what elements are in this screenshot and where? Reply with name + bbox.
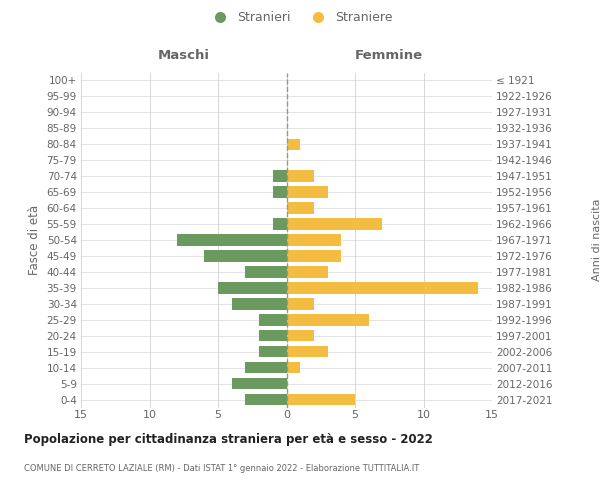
Bar — [287, 202, 314, 214]
Text: Maschi: Maschi — [158, 50, 210, 62]
Bar — [218, 282, 287, 294]
Bar — [273, 170, 287, 182]
Bar — [287, 346, 328, 358]
Bar — [287, 234, 341, 246]
Bar — [232, 378, 287, 390]
Bar — [287, 330, 314, 342]
Bar — [245, 266, 287, 278]
Bar — [259, 330, 287, 342]
Bar — [287, 218, 382, 230]
Text: Femmine: Femmine — [355, 50, 424, 62]
Bar — [287, 298, 314, 310]
Bar — [287, 394, 355, 406]
Bar — [287, 186, 328, 198]
Y-axis label: Fasce di età: Fasce di età — [28, 205, 41, 275]
Bar — [287, 314, 369, 326]
Bar — [287, 266, 328, 278]
Bar — [205, 250, 287, 262]
Bar — [259, 346, 287, 358]
Text: COMUNE DI CERRETO LAZIALE (RM) - Dati ISTAT 1° gennaio 2022 - Elaborazione TUTTI: COMUNE DI CERRETO LAZIALE (RM) - Dati IS… — [24, 464, 419, 473]
Bar — [245, 362, 287, 374]
Bar — [245, 394, 287, 406]
Text: Anni di nascita: Anni di nascita — [592, 198, 600, 281]
Bar — [287, 362, 300, 374]
Text: Popolazione per cittadinanza straniera per età e sesso - 2022: Popolazione per cittadinanza straniera p… — [24, 432, 433, 446]
Bar — [287, 170, 314, 182]
Bar — [273, 186, 287, 198]
Bar — [287, 138, 300, 150]
Bar — [287, 282, 478, 294]
Bar — [232, 298, 287, 310]
Bar — [287, 250, 341, 262]
Bar — [177, 234, 287, 246]
Legend: Stranieri, Straniere: Stranieri, Straniere — [202, 6, 398, 29]
Bar — [273, 218, 287, 230]
Bar — [259, 314, 287, 326]
